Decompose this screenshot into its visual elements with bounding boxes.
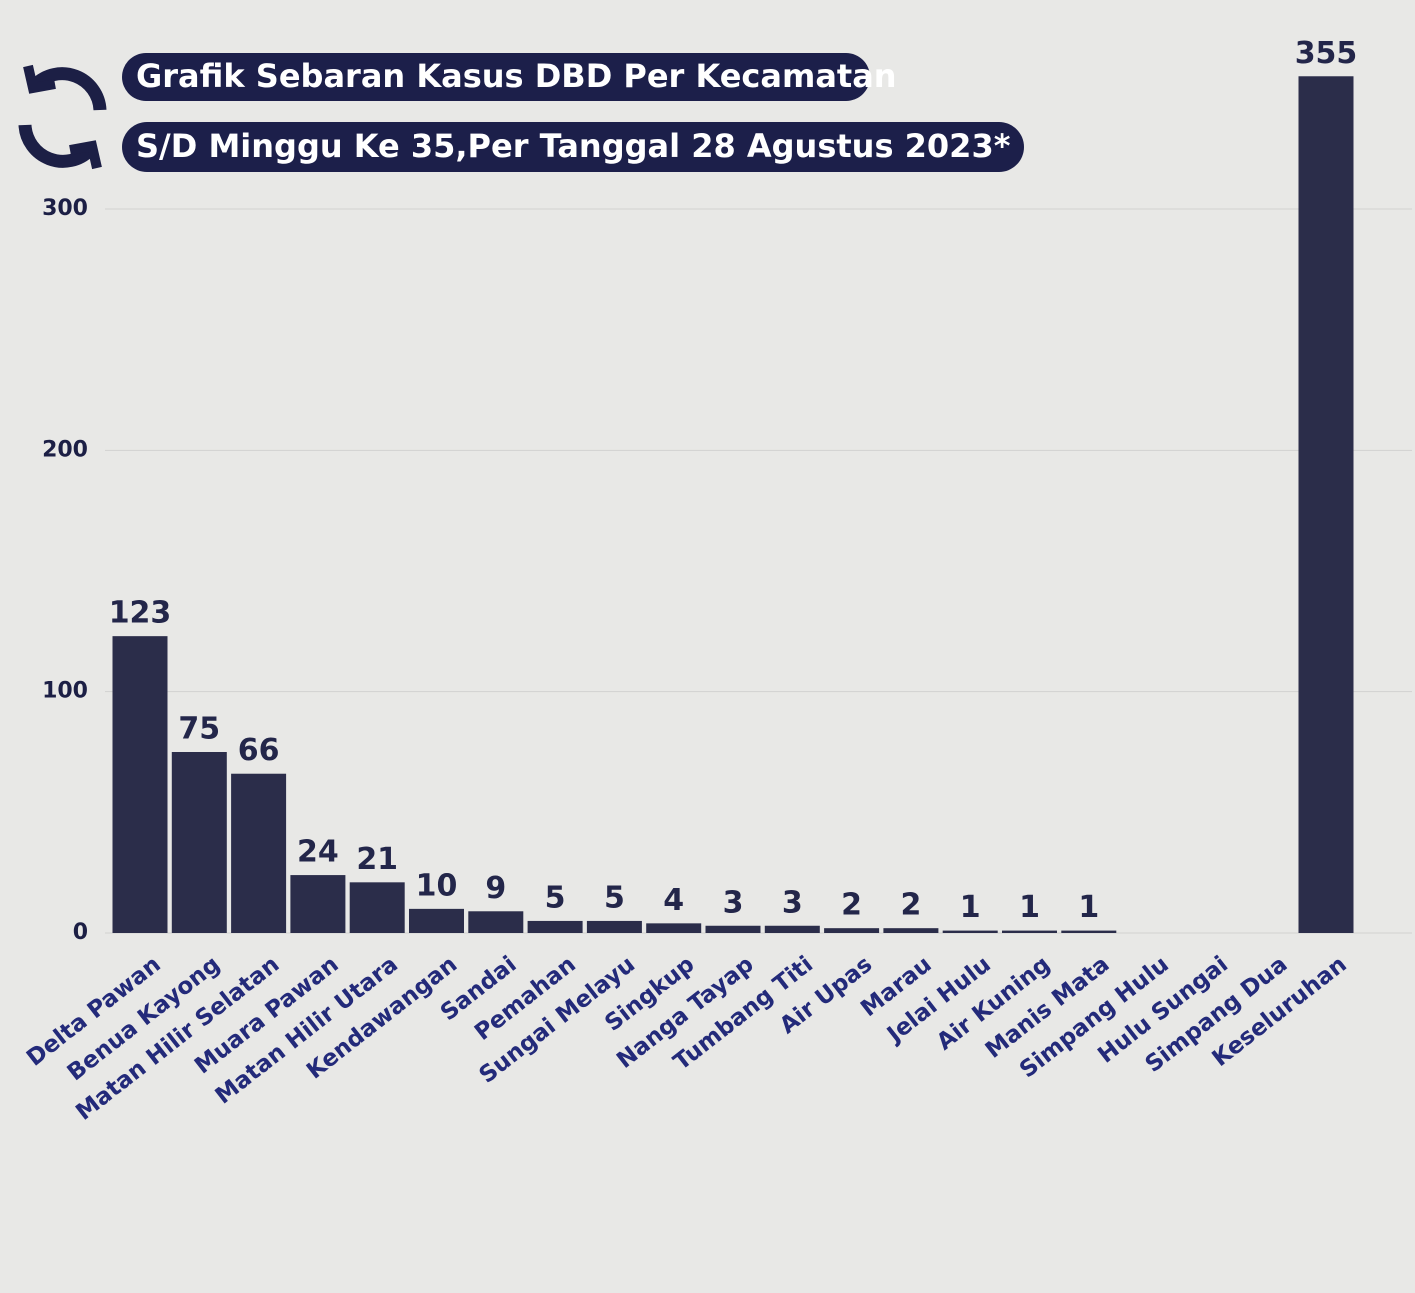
bar	[586, 920, 642, 933]
value-label: 10	[416, 868, 458, 903]
value-label: 24	[297, 835, 339, 870]
bar	[1061, 930, 1117, 933]
subtitle-pill	[122, 122, 1024, 172]
value-label: 5	[545, 880, 566, 915]
chart-subtitle: S/D Minggu Ke 35,Per Tanggal 28 Agustus …	[136, 127, 1011, 165]
value-label: 9	[485, 871, 506, 906]
value-label: 5	[604, 880, 625, 915]
value-label: 1	[1078, 890, 1099, 925]
bar	[231, 773, 287, 933]
value-label: 3	[782, 885, 803, 920]
bar	[883, 928, 939, 933]
bar	[349, 882, 405, 933]
bar	[468, 911, 524, 933]
bar	[824, 928, 880, 933]
title-pill	[122, 53, 870, 101]
bar	[705, 925, 761, 933]
bar	[646, 923, 702, 933]
bar	[290, 875, 346, 933]
y-tick-label: 0	[73, 920, 88, 945]
chart-title: Grafik Sebaran Kasus DBD Per Kecamatan	[136, 57, 897, 95]
value-label: 1	[1019, 890, 1040, 925]
value-label: 2	[841, 888, 862, 923]
y-tick-label: 200	[42, 437, 88, 462]
bar	[942, 930, 998, 933]
y-tick-label: 100	[42, 679, 88, 704]
bar	[409, 908, 464, 933]
bar	[112, 636, 168, 933]
value-label: 66	[238, 733, 280, 768]
value-label: 3	[723, 885, 744, 920]
value-label: 21	[356, 842, 398, 877]
bar	[1298, 76, 1354, 934]
value-label: 75	[178, 712, 220, 747]
bar	[527, 920, 583, 933]
y-tick-label: 300	[42, 196, 88, 221]
value-label: 123	[109, 596, 172, 631]
bar	[171, 752, 227, 933]
value-label: 4	[663, 883, 684, 918]
refresh-icon	[18, 64, 107, 170]
bar	[1002, 930, 1057, 933]
value-label: 1	[960, 890, 981, 925]
value-label: 355	[1295, 36, 1358, 71]
bar	[764, 925, 820, 933]
value-label: 2	[900, 888, 921, 923]
